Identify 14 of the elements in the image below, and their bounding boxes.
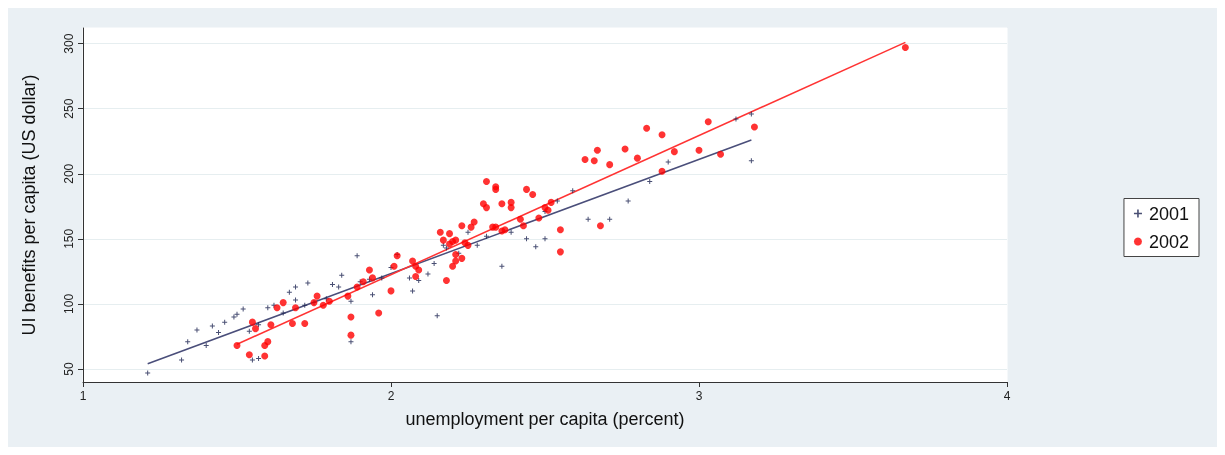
y-tick-label: 300 — [62, 33, 76, 54]
y-tick-label: 100 — [62, 293, 76, 314]
x-tick-label: 4 — [1003, 389, 1011, 403]
x-tick-label: 2 — [387, 389, 395, 403]
y-tick-label: 250 — [62, 98, 76, 119]
x-tick-label: 1 — [79, 389, 87, 403]
x-tick-label: 3 — [695, 389, 703, 403]
legend-label: 2001 — [1148, 203, 1189, 224]
y-tick-label: 150 — [62, 228, 76, 249]
y-tick-label: 50 — [62, 361, 76, 376]
y-axis-title: UI benefits per capita (US dollar) — [19, 74, 39, 336]
x-axis-title: unemployment per capita (percent) — [405, 409, 685, 429]
legend-label: 2002 — [1148, 231, 1189, 252]
y-tick-label: 200 — [62, 163, 76, 184]
